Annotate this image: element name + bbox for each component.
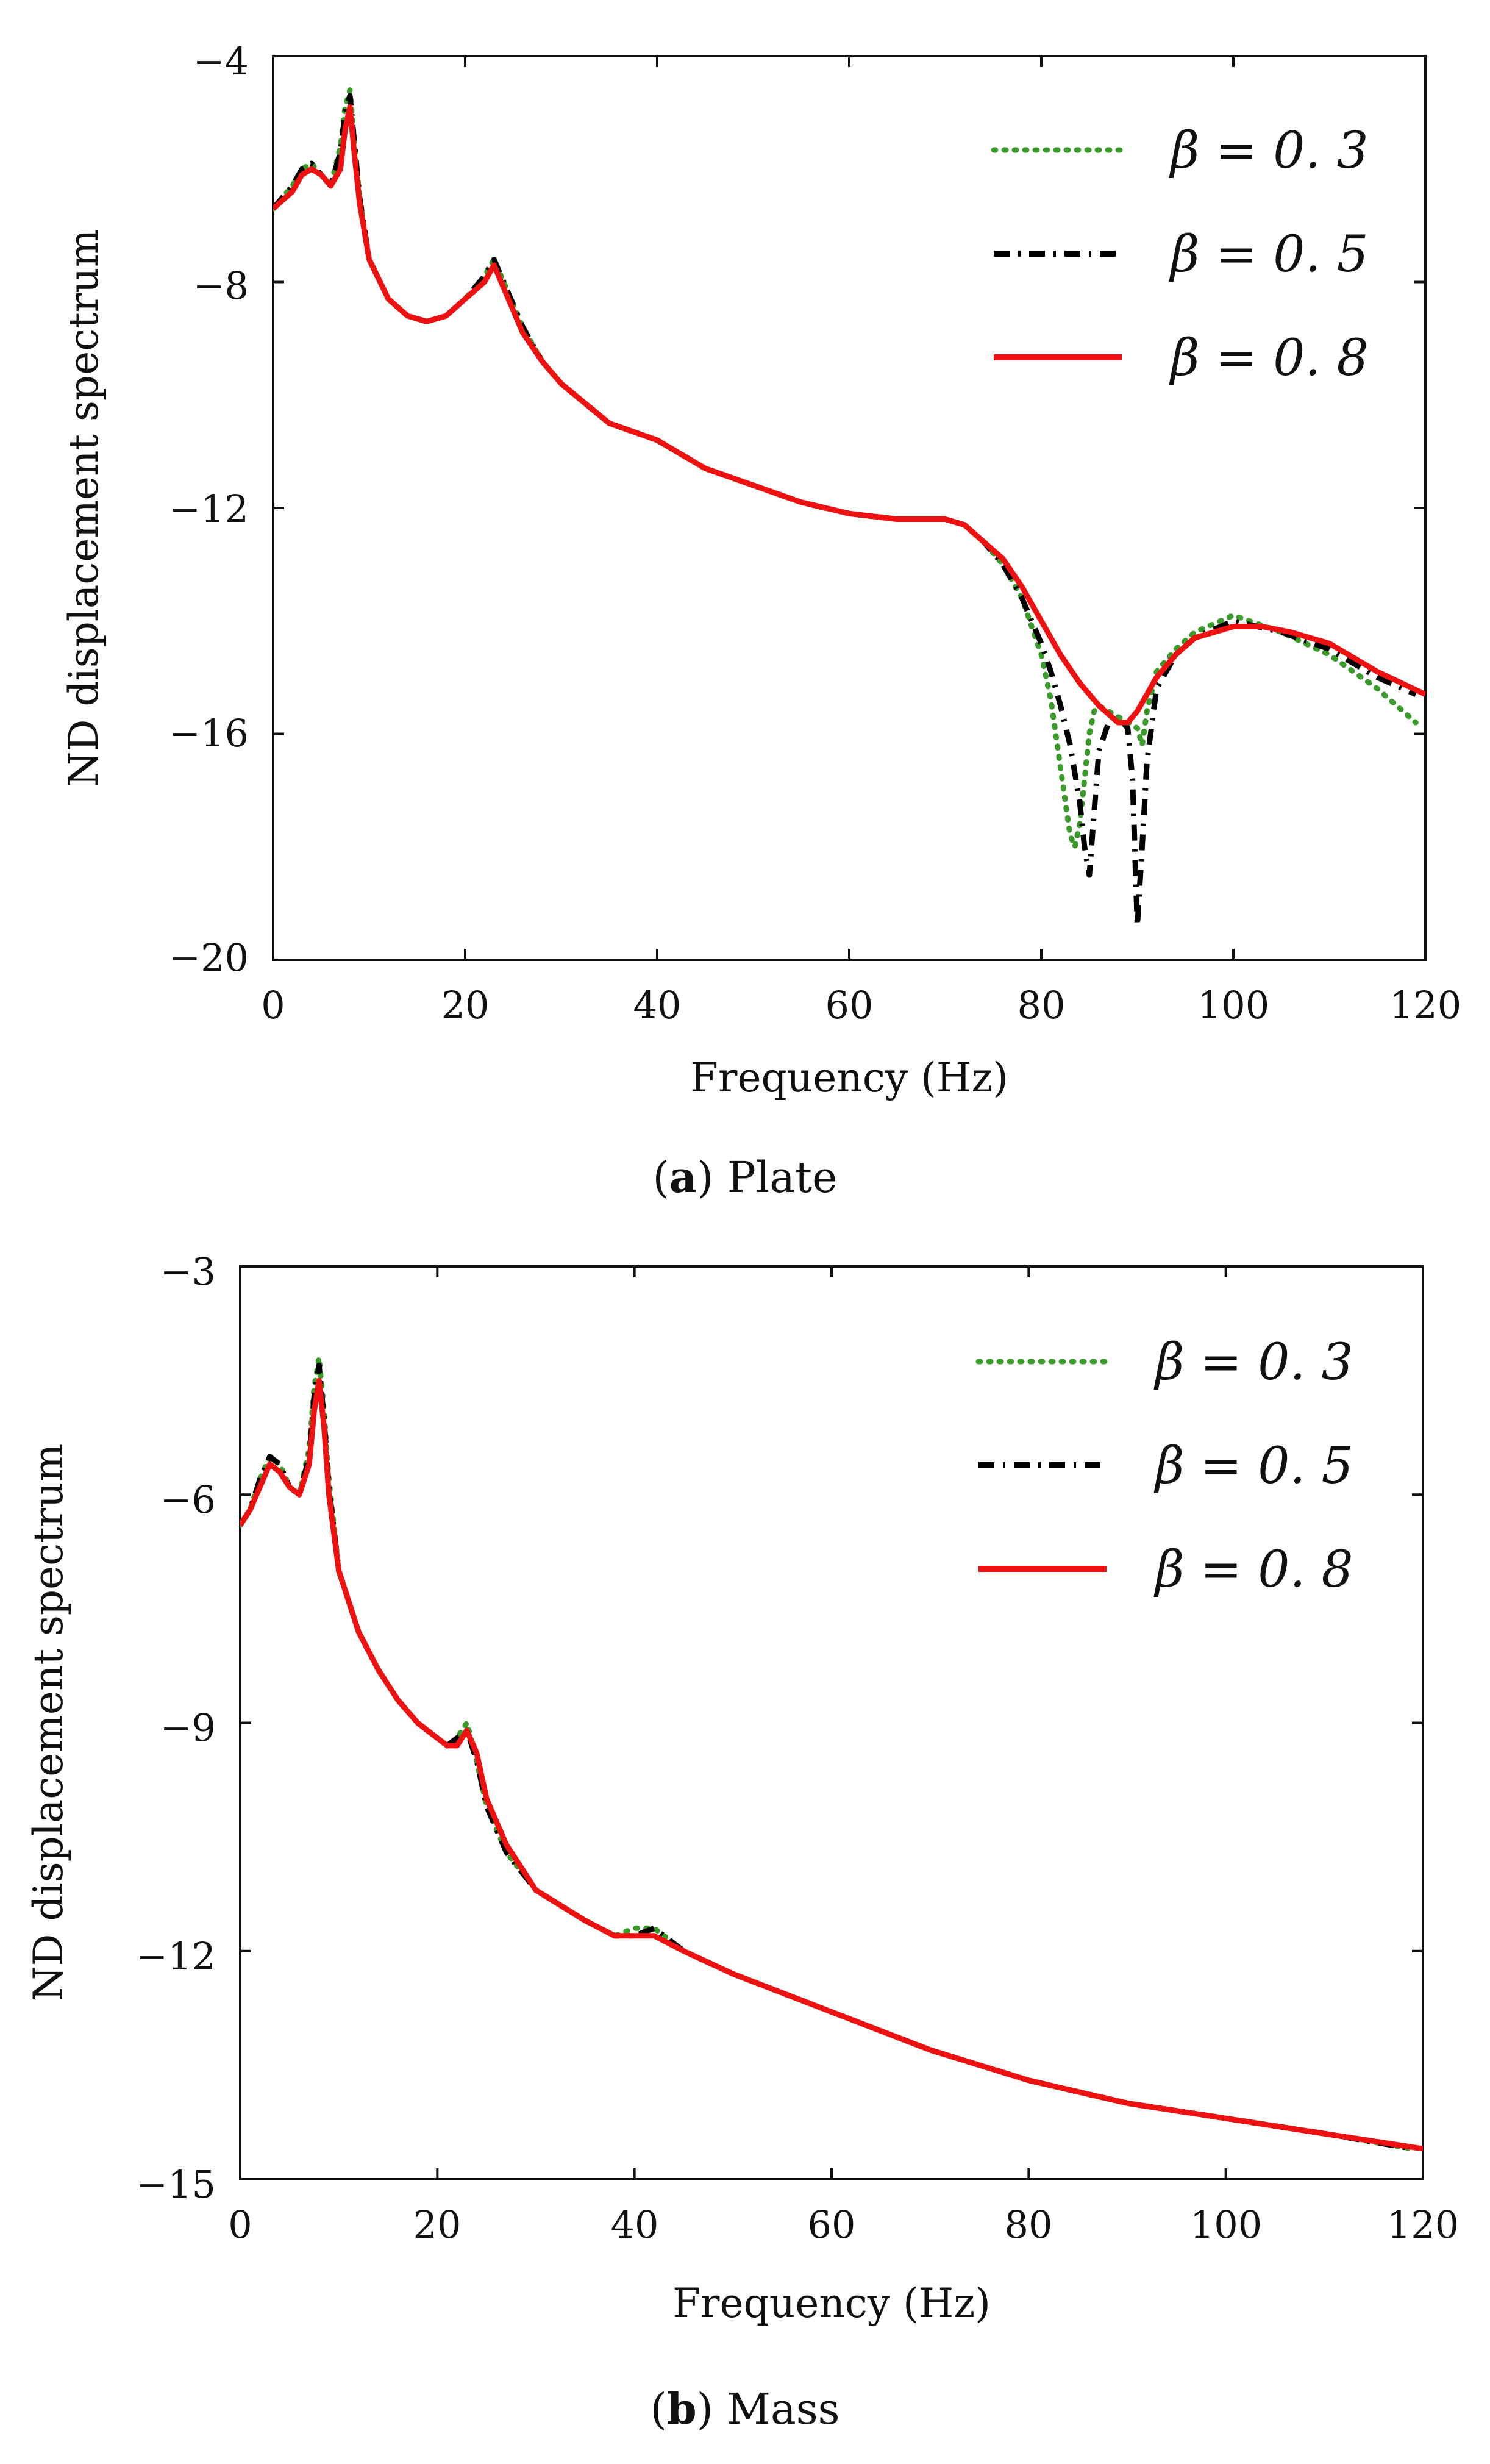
x-tick-label: 0 (228, 2202, 252, 2247)
x-tick-label: 0 (261, 983, 285, 1027)
series-group (273, 87, 1425, 929)
y-tick-label: −9 (160, 1705, 216, 1750)
caption-title: Mass (727, 2384, 839, 2434)
x-tick-label: 100 (1190, 2202, 1262, 2247)
legend-label-beta-0.5: β = 0. 5 (1153, 1437, 1353, 1495)
caption-letter: b (667, 2384, 697, 2434)
y-tick-label: −15 (136, 2162, 216, 2207)
y-tick-label: −8 (193, 263, 249, 308)
y-tick-label: −6 (160, 1477, 216, 1522)
x-tick-label: 120 (1389, 983, 1461, 1027)
x-tick-label: 60 (825, 983, 874, 1027)
x-tick-label: 20 (413, 2202, 462, 2247)
legend: β = 0. 3 β = 0. 5 β = 0. 8 (975, 1334, 1353, 1599)
chart-panel-mass: −3 −6 −9 −12 −15 0 20 40 60 80 100 120 F… (25, 1249, 1459, 2434)
x-tick-label: 60 (808, 2202, 856, 2247)
y-tick-label: −20 (169, 935, 249, 980)
x-tick-label: 80 (1018, 983, 1066, 1027)
y-tick-label: −12 (136, 1934, 216, 1979)
legend-label-beta-0.8: β = 0. 8 (1169, 329, 1369, 387)
legend-label-beta-0.8: β = 0. 8 (1153, 1541, 1353, 1599)
x-tick-label: 100 (1197, 983, 1269, 1027)
series-line-0.8 (240, 1377, 1423, 2152)
panel-caption: (a) Plate (652, 1152, 837, 1202)
tick-marks (272, 55, 1427, 961)
x-tick-label: 120 (1387, 2202, 1459, 2247)
x-axis-label: Frequency (Hz) (690, 1054, 1008, 1101)
legend-label-beta-0.3: β = 0. 3 (1169, 122, 1369, 180)
panel-caption: (b) Mass (650, 2384, 839, 2434)
x-axis-label: Frequency (Hz) (672, 2280, 991, 2327)
caption-title: Plate (727, 1152, 838, 1202)
series-group (240, 1355, 1423, 2152)
legend-label-beta-0.5: β = 0. 5 (1169, 226, 1369, 284)
x-tick-label: 40 (611, 2202, 659, 2247)
series-line-0.3 (273, 87, 1419, 850)
legend-label-beta-0.3: β = 0. 3 (1153, 1334, 1353, 1391)
x-tick-label: 20 (441, 983, 490, 1027)
y-axis-label: ND displacement spectrum (60, 229, 107, 787)
x-tick-label: 80 (1005, 2202, 1053, 2247)
y-axis-label: ND displacement spectrum (25, 1444, 72, 2002)
series-line-0.8 (273, 104, 1425, 726)
legend: β = 0. 3 β = 0. 5 β = 0. 8 (991, 122, 1369, 387)
y-tick-label: −16 (169, 711, 249, 755)
series-line-0.5 (273, 93, 1417, 929)
tick-marks (239, 1265, 1424, 2180)
chart-panel-plate: −4 −8 −12 −16 −20 0 20 40 60 80 100 120 … (60, 39, 1461, 1202)
y-tick-label: −4 (193, 39, 249, 84)
y-tick-label: −3 (160, 1249, 216, 1294)
caption-letter: a (669, 1152, 697, 1202)
plot-area-frame (272, 55, 1427, 961)
x-tick-label: 40 (633, 983, 682, 1027)
y-tick-label: −12 (169, 487, 249, 531)
